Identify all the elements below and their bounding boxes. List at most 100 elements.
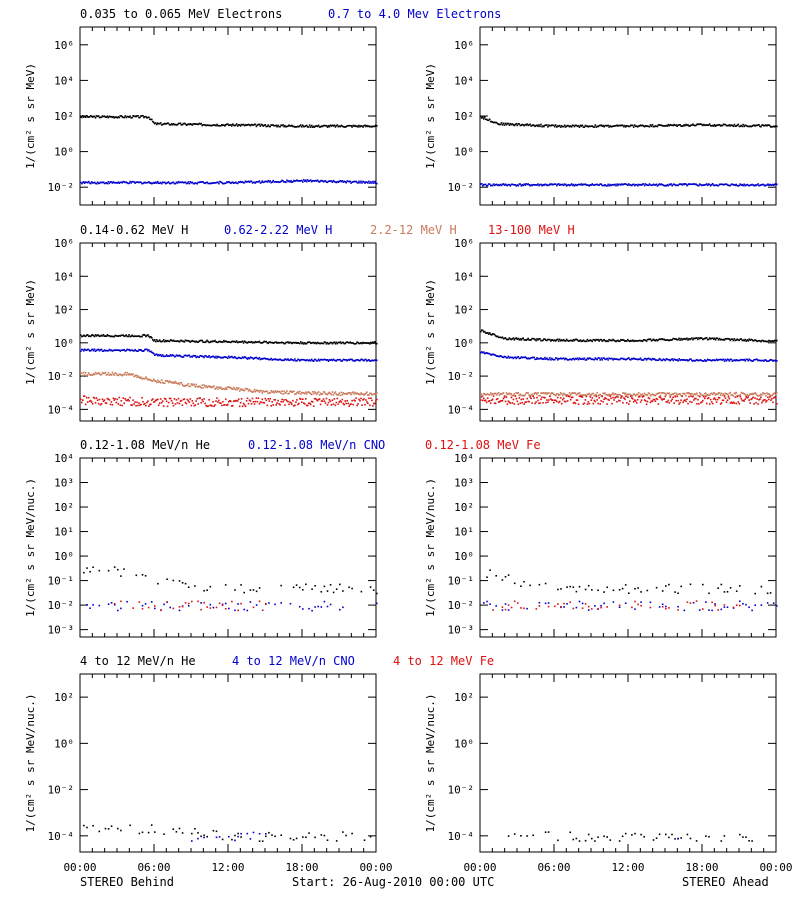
data-point — [143, 116, 145, 119]
data-point — [707, 124, 710, 126]
data-point — [157, 354, 159, 357]
data-point — [609, 839, 612, 841]
data-point — [553, 124, 555, 127]
data-point — [760, 340, 762, 343]
data-point — [492, 393, 495, 395]
data-point — [275, 124, 277, 127]
data-point — [83, 395, 86, 397]
data-point — [211, 386, 213, 389]
data-point — [525, 183, 527, 185]
data-point — [768, 184, 770, 186]
data-point — [674, 184, 676, 186]
data-point — [668, 359, 671, 361]
data-point — [740, 184, 743, 186]
data-point — [600, 124, 602, 126]
data-point — [549, 338, 551, 341]
data-point — [614, 340, 616, 342]
data-point — [187, 605, 190, 607]
data-point — [697, 359, 699, 362]
data-point — [215, 387, 217, 390]
data-point — [151, 118, 153, 121]
data-point — [705, 360, 707, 362]
data-point — [546, 184, 548, 187]
legend-h-3: 2.2-12 MeV H — [370, 223, 457, 237]
data-point — [604, 339, 606, 342]
data-point — [342, 181, 345, 183]
series-0-12-1-08-mev-fe — [113, 600, 267, 612]
data-point — [157, 340, 160, 343]
data-point — [80, 116, 82, 118]
data-point — [368, 397, 370, 400]
data-point — [239, 357, 242, 360]
data-point — [702, 338, 704, 341]
data-point — [771, 394, 773, 397]
data-point — [194, 585, 196, 587]
data-point — [212, 182, 214, 184]
data-point — [495, 335, 498, 338]
data-point — [110, 349, 113, 351]
data-point — [643, 125, 646, 128]
data-point — [222, 124, 224, 127]
data-point — [710, 359, 713, 362]
data-point — [544, 392, 546, 395]
data-point — [673, 392, 675, 395]
x-tick-label: 06:00 — [137, 861, 170, 874]
data-point — [363, 359, 365, 362]
data-point — [168, 182, 171, 185]
data-point — [276, 181, 278, 183]
data-point — [231, 388, 234, 390]
data-point — [607, 359, 609, 361]
data-point — [267, 179, 270, 182]
data-point — [648, 338, 651, 341]
data-point — [561, 394, 564, 397]
data-point — [509, 402, 512, 404]
data-point — [181, 383, 184, 386]
data-point — [630, 395, 632, 397]
data-point — [701, 184, 703, 187]
data-point — [176, 182, 179, 184]
data-point — [203, 589, 205, 592]
series-2-2-12-mev-h — [480, 391, 778, 397]
data-point — [558, 400, 561, 403]
data-point — [606, 586, 608, 589]
data-point — [641, 359, 644, 361]
data-point — [360, 590, 363, 593]
data-point — [227, 357, 229, 359]
data-point — [94, 402, 97, 404]
data-point — [338, 125, 341, 127]
data-point — [141, 335, 143, 338]
data-point — [747, 359, 749, 362]
data-point — [634, 184, 637, 186]
data-point — [622, 357, 624, 360]
data-point — [97, 348, 100, 351]
data-point — [115, 335, 118, 337]
data-point — [573, 125, 576, 128]
start-time-label: Start: 26-Aug-2010 00:00 UTC — [292, 875, 494, 889]
data-point — [764, 359, 766, 361]
data-point — [345, 392, 347, 395]
data-point — [727, 396, 730, 398]
data-point — [500, 355, 503, 358]
data-point — [226, 388, 228, 391]
data-point — [181, 404, 184, 406]
data-point — [255, 604, 258, 606]
data-point — [673, 338, 675, 340]
data-point — [145, 404, 147, 407]
data-point — [735, 359, 738, 361]
data-point — [649, 124, 652, 126]
y-axis-label: 1/(cm² s sr MeV) — [24, 63, 37, 169]
data-point — [487, 352, 490, 355]
data-point — [294, 180, 296, 182]
data-point — [89, 115, 92, 117]
data-point — [569, 184, 572, 186]
data-point — [168, 380, 171, 382]
data-point — [136, 115, 138, 117]
data-point — [109, 181, 112, 183]
data-point — [547, 126, 549, 128]
data-point — [116, 335, 119, 337]
data-point — [340, 360, 343, 362]
data-point — [618, 393, 620, 396]
data-point — [559, 397, 562, 399]
data-point — [338, 358, 341, 361]
